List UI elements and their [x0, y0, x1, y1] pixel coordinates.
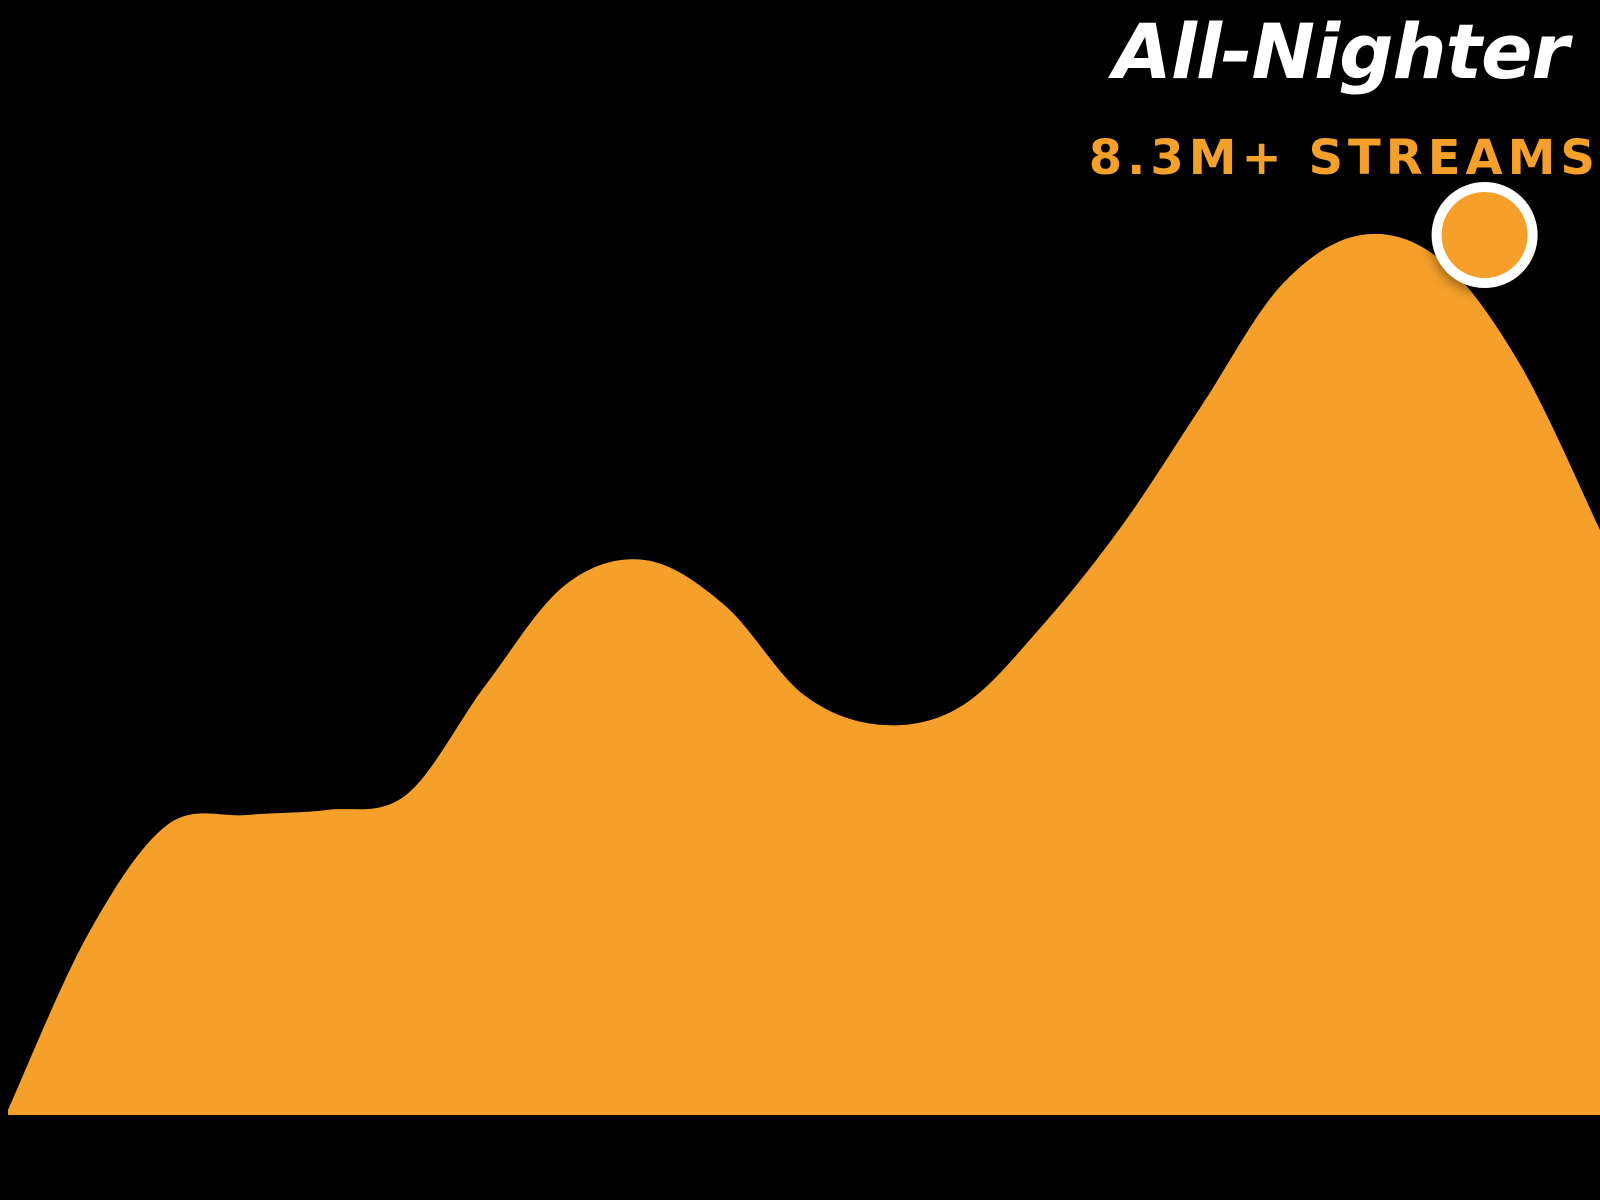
- chart-title: All-Nighter: [1113, 7, 1569, 96]
- peak-marker[interactable]: [1431, 182, 1538, 288]
- streams-count: 8.3M+ STREAMS: [1088, 130, 1600, 186]
- series-area: [8, 233, 1600, 1115]
